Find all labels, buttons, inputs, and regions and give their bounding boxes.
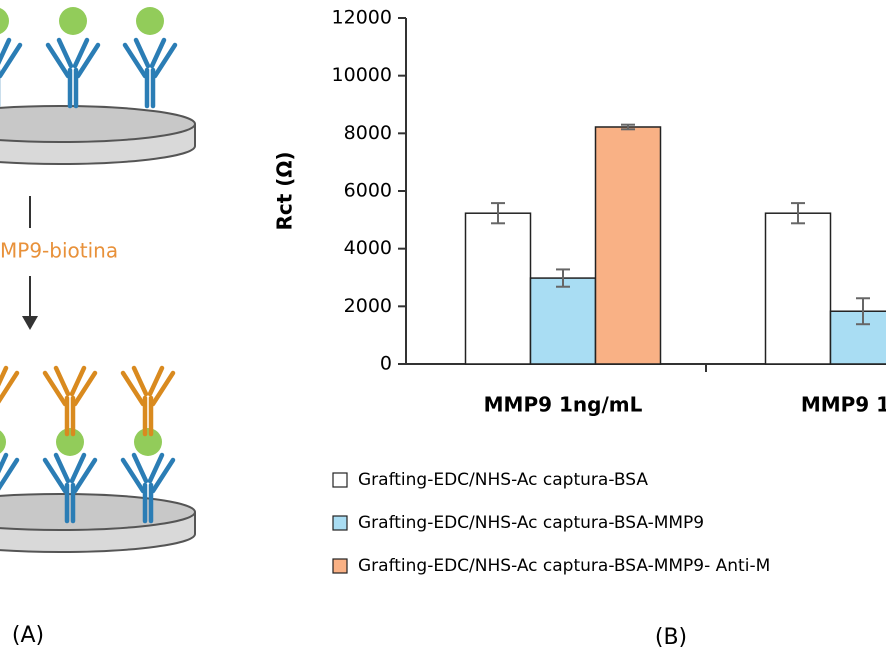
bar [464, 212, 532, 365]
antigen [0, 7, 9, 35]
antibody [53, 452, 71, 484]
antibody [0, 37, 12, 65]
y-tick-label: 10000 [332, 64, 392, 86]
antibody [69, 365, 87, 397]
legend-swatch [332, 515, 348, 531]
y-tick-label: 2000 [344, 295, 392, 317]
antibody [131, 452, 149, 484]
bar [529, 277, 597, 365]
antibody [131, 365, 149, 397]
antibody [152, 42, 178, 79]
antibody [42, 370, 68, 407]
panel-label: (A) [12, 623, 44, 648]
step-label: MP9-biotina [0, 239, 118, 263]
antibody [120, 457, 146, 494]
legend-label: Grafting-EDC/NHS-Ac captura-BSA-MMP9 [358, 513, 704, 533]
antibody [0, 457, 20, 491]
legend-label: Grafting-EDC/NHS-Ac captura-BSA-MMP9- An… [358, 556, 770, 576]
bar [594, 126, 662, 365]
antibody [72, 457, 98, 494]
antibody [122, 42, 148, 79]
antibody [120, 370, 146, 407]
bar [764, 212, 832, 365]
y-tick-label: 4000 [344, 237, 392, 259]
antibody [69, 452, 87, 484]
antibody [72, 370, 98, 407]
y-tick-label: 6000 [344, 180, 392, 202]
antibody [56, 37, 74, 69]
antigen [136, 7, 164, 35]
antibody [0, 42, 23, 79]
antibody [72, 37, 90, 69]
bar [829, 310, 886, 365]
antigen [59, 7, 87, 35]
x-tick-label: MMP9 10 n [801, 393, 886, 417]
antibody [42, 457, 68, 494]
y-axis-label: Rct (Ω) [273, 151, 297, 230]
antibody [150, 457, 176, 494]
legend-swatch [332, 558, 348, 574]
antibody [149, 37, 167, 69]
antibody [150, 370, 176, 407]
antibody [0, 452, 9, 474]
antibody [53, 365, 71, 397]
antigen [0, 430, 6, 454]
legend-label: Grafting-EDC/NHS-Ac captura-BSA [358, 470, 648, 490]
antibody [75, 42, 101, 79]
y-tick-label: 12000 [332, 7, 392, 29]
y-tick-label: 0 [380, 353, 392, 375]
legend-swatch [332, 472, 348, 488]
disk-top [0, 105, 196, 143]
antibody [0, 365, 9, 387]
x-tick-label: MMP9 1ng/mL [484, 393, 643, 417]
antigen [56, 428, 84, 456]
antigen [134, 428, 162, 456]
panel-label: (B) [655, 625, 687, 650]
diagram [0, 7, 196, 553]
antibody [147, 365, 165, 397]
antibody [45, 42, 71, 79]
antibody [0, 370, 20, 404]
arrow-head [22, 316, 38, 330]
antibody [133, 37, 151, 69]
antibody [147, 452, 165, 484]
y-tick-label: 8000 [344, 122, 392, 144]
